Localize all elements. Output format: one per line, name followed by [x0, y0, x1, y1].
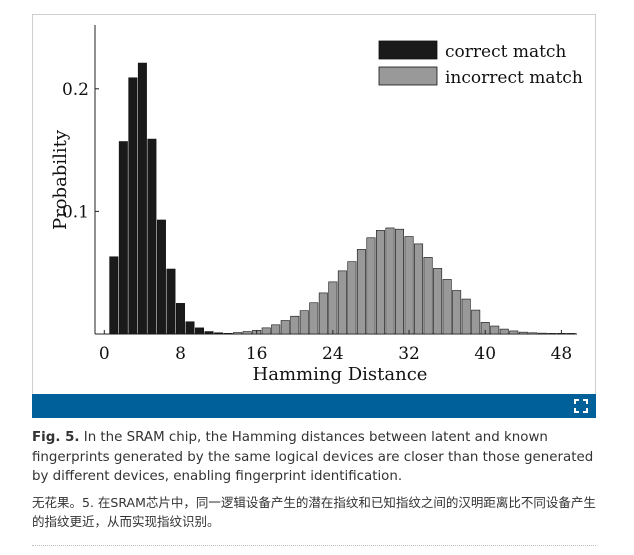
bar-correct-match-6 [156, 219, 166, 335]
bar-incorrect-match-36 [442, 279, 452, 335]
bar-incorrect-match-25 [337, 270, 347, 335]
x-tick-label-48: 48 [551, 344, 573, 364]
y-tick-label-0.2: 0.2 [62, 80, 89, 100]
figure-caption: Fig. 5. In the SRAM chip, the Hamming di… [32, 428, 596, 487]
bar-incorrect-match-34 [423, 257, 433, 335]
bar-incorrect-match-33 [414, 243, 424, 335]
bar-incorrect-match-28 [366, 237, 376, 335]
bar-incorrect-match-44 [518, 331, 528, 335]
bar-correct-match-12 [214, 332, 224, 335]
x-tick-label-8: 8 [175, 344, 186, 364]
y-axis-label: Probability [50, 129, 71, 230]
bar-incorrect-match-31 [395, 228, 405, 335]
bar-incorrect-match-29 [375, 230, 385, 335]
y-tick-label-0.1: 0.1 [62, 202, 89, 222]
bar-incorrect-match-45 [528, 332, 538, 335]
bar-correct-match-8 [175, 303, 185, 335]
legend-swatch-incorrect [378, 66, 438, 86]
x-tick-label-40: 40 [474, 344, 496, 364]
hamming-chart: 0 8 16 24 32 40 48 0.1 0.2 Hamming Distance Prob… [50, 25, 583, 385]
bar-incorrect-match-17 [261, 327, 271, 335]
bar-incorrect-match-19 [280, 320, 290, 335]
bar-incorrect-match-43 [509, 330, 519, 335]
bar-correct-match-5 [147, 138, 157, 335]
bar-incorrect-match-46 [537, 332, 547, 335]
bar-incorrect-match-20 [290, 315, 300, 335]
bar-incorrect-match-27 [356, 249, 366, 335]
bar-incorrect-match-38 [461, 298, 471, 335]
bar-incorrect-match-37 [452, 290, 462, 335]
bar-incorrect-match-23 [318, 292, 328, 335]
x-axis-label: Hamming Distance [253, 364, 428, 385]
bar-incorrect-match-21 [299, 310, 309, 335]
bar-incorrect-match-14 [233, 332, 243, 335]
divider [32, 545, 596, 546]
bar-incorrect-match-35 [433, 268, 443, 335]
bar-correct-match-7 [166, 268, 176, 335]
figure-caption-text: In the SRAM chip, the Hamming distances … [32, 430, 594, 484]
bar-incorrect-match-15 [242, 331, 252, 335]
expand-icon[interactable] [574, 399, 588, 413]
bar-incorrect-match-49 [566, 333, 576, 335]
bar-correct-match-10 [195, 327, 205, 335]
bar-incorrect-match-32 [404, 236, 414, 335]
bar-incorrect-match-24 [328, 281, 338, 335]
bar-incorrect-match-41 [490, 325, 500, 335]
bars [109, 62, 576, 335]
bar-incorrect-match-22 [309, 302, 319, 335]
bar-incorrect-match-42 [499, 328, 509, 335]
legend-label-incorrect: incorrect match [445, 68, 583, 88]
ticks: 0 8 16 24 32 40 48 0.1 0.2 [62, 80, 572, 364]
bar-correct-match-11 [204, 331, 214, 335]
figure-label: Fig. 5. [32, 430, 80, 445]
bar-incorrect-match-13 [223, 333, 233, 335]
figure-toolbar [32, 394, 596, 418]
legend-label-correct: correct match [445, 42, 566, 62]
bar-incorrect-match-26 [347, 261, 357, 335]
bar-correct-match-2 [118, 141, 128, 335]
figure-caption-translation: 无花果。5. 在SRAM芯片中，同一逻辑设备产生的潜在指纹和已知指纹之间的汉明距… [32, 495, 596, 529]
x-tick-label-24: 24 [322, 344, 344, 364]
bar-incorrect-match-18 [271, 324, 281, 335]
bar-correct-match-3 [128, 77, 138, 335]
x-tick-label-16: 16 [246, 344, 268, 364]
bar-correct-match-4 [137, 62, 147, 335]
legend-swatch-correct [378, 40, 438, 60]
bar-incorrect-match-47 [547, 333, 557, 335]
x-tick-label-32: 32 [398, 344, 420, 364]
bar-correct-match-1 [109, 256, 119, 335]
x-tick-label-0: 0 [99, 344, 110, 364]
legend: correct match incorrect match [378, 40, 583, 88]
bar-incorrect-match-39 [471, 309, 481, 335]
bar-correct-match-9 [185, 321, 195, 335]
bar-incorrect-match-30 [385, 227, 395, 335]
